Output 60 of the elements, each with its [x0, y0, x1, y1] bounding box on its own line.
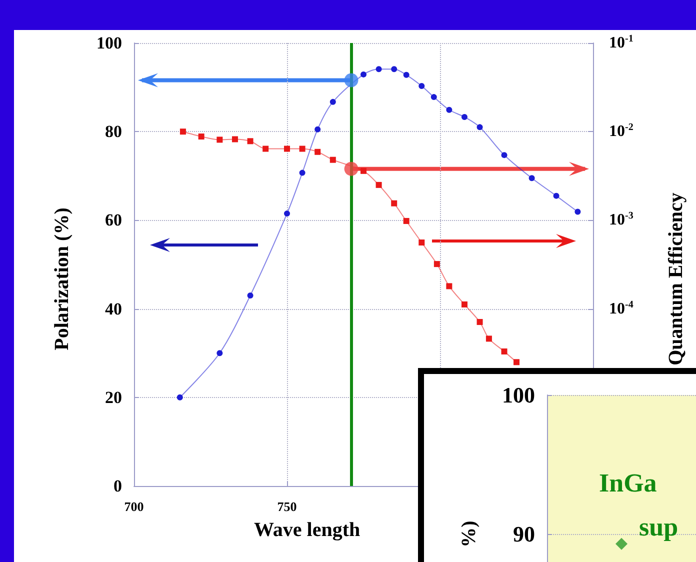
point: [247, 138, 254, 144]
y-tick-label: 80: [105, 122, 122, 142]
annotation: InGa: [599, 468, 657, 498]
point: [476, 124, 483, 130]
point: [247, 292, 254, 299]
x-tick-label: 700: [124, 499, 144, 514]
point: [376, 66, 382, 72]
point: [198, 134, 204, 140]
point: [262, 146, 269, 152]
point: [330, 156, 336, 163]
point: [391, 200, 398, 206]
point: [360, 168, 366, 174]
point: [376, 182, 382, 188]
y-tick-label: 100: [96, 34, 122, 52]
point: [330, 98, 336, 105]
annotation: sup: [639, 512, 678, 542]
point: [418, 82, 425, 89]
point: [391, 66, 398, 72]
y-axis-title: Polarization (%): [51, 208, 73, 350]
point: [232, 136, 238, 142]
point: [461, 114, 468, 120]
point: [403, 72, 410, 78]
point: [284, 146, 290, 152]
point: [216, 350, 223, 356]
point: [360, 71, 366, 78]
point: [514, 359, 520, 366]
point: [574, 208, 581, 215]
point: [430, 94, 437, 100]
y-tick-label: 20: [105, 388, 122, 407]
point: [434, 261, 440, 268]
y-axis-title: %): [458, 520, 480, 548]
y-tick-label: 40: [105, 299, 122, 318]
y-tick-label: 90: [513, 522, 535, 547]
point: [314, 148, 321, 155]
point: [476, 318, 483, 325]
point: [299, 146, 306, 152]
point: [446, 106, 452, 113]
y-tick-label: 100: [502, 382, 535, 408]
point: [344, 162, 358, 176]
point: [528, 175, 535, 182]
point: [446, 283, 452, 290]
point: [486, 336, 492, 342]
point: [553, 192, 560, 199]
point: [501, 348, 508, 354]
point: [216, 136, 223, 143]
point: [461, 301, 468, 308]
x-tick-label: 750: [277, 499, 297, 514]
point: [418, 240, 425, 246]
y-tick-label: 0: [114, 476, 122, 496]
point: [299, 170, 306, 176]
point: [344, 73, 358, 88]
y2-axis-title: Quantum Efficiency: [665, 192, 687, 366]
point: [180, 128, 186, 135]
point: [314, 126, 321, 132]
y-tick-label: 60: [105, 210, 122, 230]
point: [176, 394, 183, 400]
x-axis-title: Wave length: [254, 519, 360, 541]
point: [284, 210, 290, 217]
point: [403, 218, 410, 224]
point: [501, 152, 508, 158]
